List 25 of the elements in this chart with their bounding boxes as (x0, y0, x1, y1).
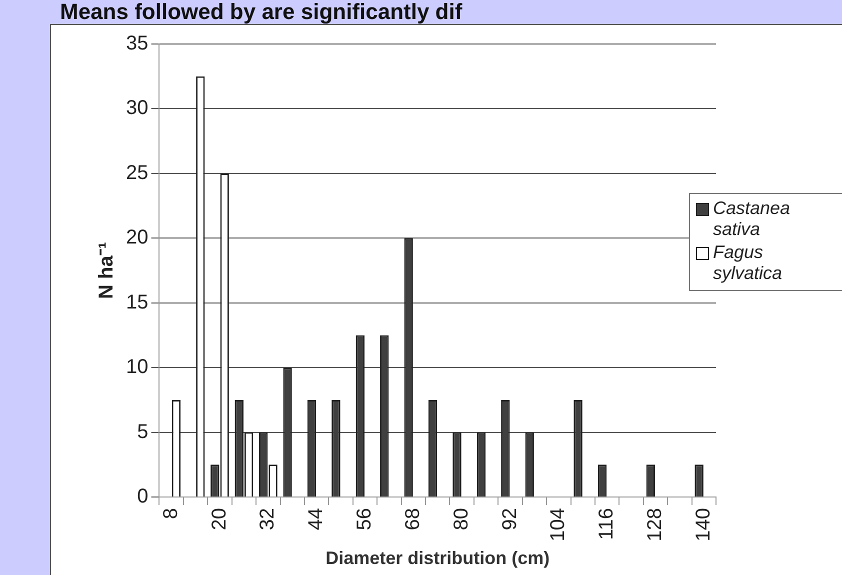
y-tick-label: 0 (137, 486, 148, 508)
x-tick-label: 8 (160, 508, 182, 520)
legend-label: Castanea sativa (713, 198, 792, 240)
y-tick-label: 30 (126, 97, 148, 120)
y-tick-label: 5 (137, 420, 148, 443)
x-tick-label: 116 (596, 508, 618, 540)
x-tick-label: 140 (692, 508, 714, 542)
y-tick-label: 15 (126, 291, 148, 314)
x-tick-label: 128 (644, 508, 666, 542)
x-tick-label: 20 (208, 508, 230, 530)
x-tick-label: 68 (402, 508, 424, 530)
text: Fagus sylvatica (713, 242, 784, 284)
x-tick-label: 80 (450, 508, 472, 530)
x-tick-label: 56 (354, 508, 376, 530)
y-axis-title: N ha⁻¹ (96, 242, 118, 300)
x-tick-label: 32 (256, 508, 279, 530)
y-tick-label: 35 (126, 32, 148, 55)
x-tick-label: 92 (498, 508, 521, 530)
x-tick-label: 104 (547, 508, 570, 542)
x-tick-label: 44 (305, 508, 328, 530)
y-tick-label: 10 (126, 356, 148, 378)
y-tick-label: 20 (126, 226, 148, 249)
x-axis-title: Diameter distribution (cm) (326, 548, 550, 568)
y-tick-label: 25 (126, 162, 148, 184)
chart-title: Means followed by are significantly dif (60, 0, 462, 24)
